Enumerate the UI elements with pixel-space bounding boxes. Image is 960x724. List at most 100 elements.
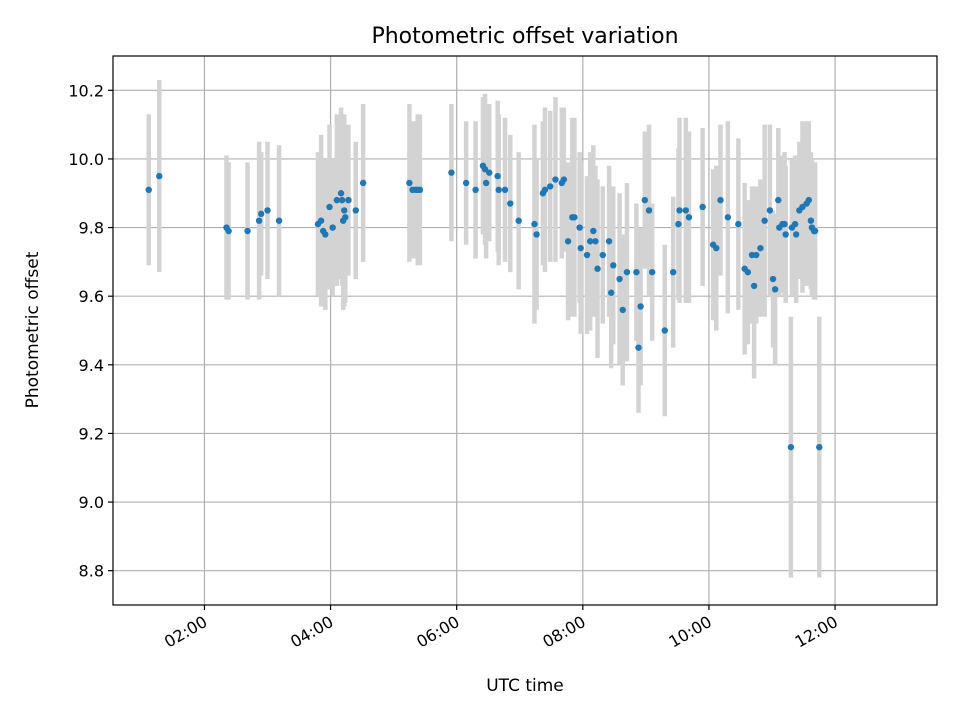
data-point [156, 172, 163, 180]
data-point [462, 179, 470, 187]
data-point [648, 268, 656, 276]
y-tick-label: 9.0 [79, 493, 104, 512]
data-point [757, 244, 764, 252]
data-point [753, 251, 760, 259]
data-point [616, 275, 623, 283]
data-point [552, 176, 559, 183]
data-point [769, 275, 777, 283]
data-point [564, 238, 572, 245]
data-point [676, 207, 683, 214]
data-point [326, 203, 333, 211]
data-point [317, 217, 325, 224]
data-point [782, 231, 789, 238]
data-point [645, 207, 653, 214]
data-point [685, 214, 693, 221]
data-point [594, 265, 601, 272]
data-point [416, 186, 424, 194]
data-point [717, 196, 724, 204]
data-point [338, 196, 346, 204]
data-point [583, 251, 591, 259]
chart-title: Photometric offset variation [371, 24, 678, 49]
data-point [775, 196, 782, 204]
data-point [669, 268, 677, 276]
data-point [244, 227, 251, 235]
data-point [619, 306, 626, 314]
data-point [352, 207, 359, 214]
data-point [590, 227, 597, 235]
data-point [501, 186, 509, 194]
data-point [771, 286, 779, 293]
data-point [333, 196, 341, 204]
data-point [744, 268, 752, 276]
data-point [406, 179, 413, 187]
data-point [592, 238, 599, 245]
data-point [599, 251, 606, 259]
data-point [577, 244, 584, 252]
y-tick-label: 9.2 [79, 424, 104, 443]
data-point [448, 169, 455, 176]
data-point [792, 231, 800, 238]
data-point [531, 220, 538, 228]
data-point [547, 183, 554, 190]
data-point [359, 179, 367, 187]
data-point [807, 217, 815, 224]
data-point [623, 268, 631, 276]
data-point [805, 196, 812, 204]
data-point [486, 169, 493, 176]
y-tick-label: 10.2 [68, 81, 104, 100]
data-point [342, 214, 349, 221]
data-point [495, 186, 502, 194]
data-point [787, 443, 795, 451]
y-tick-label: 10.0 [68, 150, 104, 169]
data-point [515, 217, 522, 224]
x-axis-label: UTC time [486, 676, 564, 696]
data-point [661, 327, 668, 334]
y-tick-label: 8.8 [79, 562, 104, 581]
data-point [482, 179, 490, 187]
data-point [633, 268, 640, 276]
data-point [610, 262, 617, 269]
data-point [713, 244, 720, 252]
data-point [533, 231, 540, 238]
data-point [560, 176, 568, 183]
data-point [637, 303, 644, 310]
data-point [576, 224, 583, 231]
plot-frame [112, 55, 938, 606]
data-point [264, 207, 271, 214]
data-point [735, 220, 742, 228]
data-point [816, 443, 823, 451]
data-point [791, 220, 799, 228]
data-point [682, 207, 690, 214]
data-point [257, 210, 265, 218]
data-point [605, 238, 613, 245]
y-tick-label: 9.4 [79, 356, 104, 375]
data-point [145, 186, 152, 194]
data-point [766, 207, 774, 214]
data-point [607, 289, 615, 296]
data-point [811, 227, 819, 235]
data-point [699, 203, 706, 211]
data-point [225, 227, 232, 235]
data-points [145, 162, 823, 451]
data-point [675, 220, 682, 228]
y-axis-ticks: 8.8 9.0 9.2 9.4 9.6 9.8 10.0 10.2 [68, 81, 113, 581]
data-point [635, 344, 642, 351]
data-point [494, 172, 501, 180]
data-point [255, 217, 263, 224]
data-point [341, 207, 348, 214]
data-point [472, 186, 479, 194]
y-tick-label: 9.6 [79, 287, 104, 306]
data-point [507, 200, 514, 207]
data-point [345, 196, 352, 204]
data-point [329, 224, 336, 231]
data-point [541, 186, 549, 194]
data-point [750, 282, 758, 290]
data-point [571, 214, 578, 221]
y-axis-label: Photometric offset [23, 251, 43, 408]
data-point [337, 190, 345, 197]
data-point [641, 196, 649, 204]
data-point [322, 231, 329, 238]
data-point [761, 217, 768, 224]
